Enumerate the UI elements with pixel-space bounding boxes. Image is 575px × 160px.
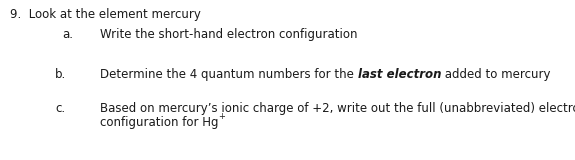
Text: 9.  Look at the element mercury: 9. Look at the element mercury [10, 8, 201, 21]
Text: a.: a. [62, 28, 73, 41]
Text: added to mercury: added to mercury [441, 68, 551, 81]
Text: Determine the 4 quantum numbers for the: Determine the 4 quantum numbers for the [100, 68, 358, 81]
Text: last electron: last electron [358, 68, 441, 81]
Text: c.: c. [55, 102, 65, 115]
Text: configuration for Hg: configuration for Hg [100, 116, 218, 129]
Text: Based on mercury’s ionic charge of +2, write out the full (unabbreviated) electr: Based on mercury’s ionic charge of +2, w… [100, 102, 575, 115]
Text: +: + [218, 112, 225, 121]
Text: Write the short-hand electron configuration: Write the short-hand electron configurat… [100, 28, 358, 41]
Text: b.: b. [55, 68, 66, 81]
